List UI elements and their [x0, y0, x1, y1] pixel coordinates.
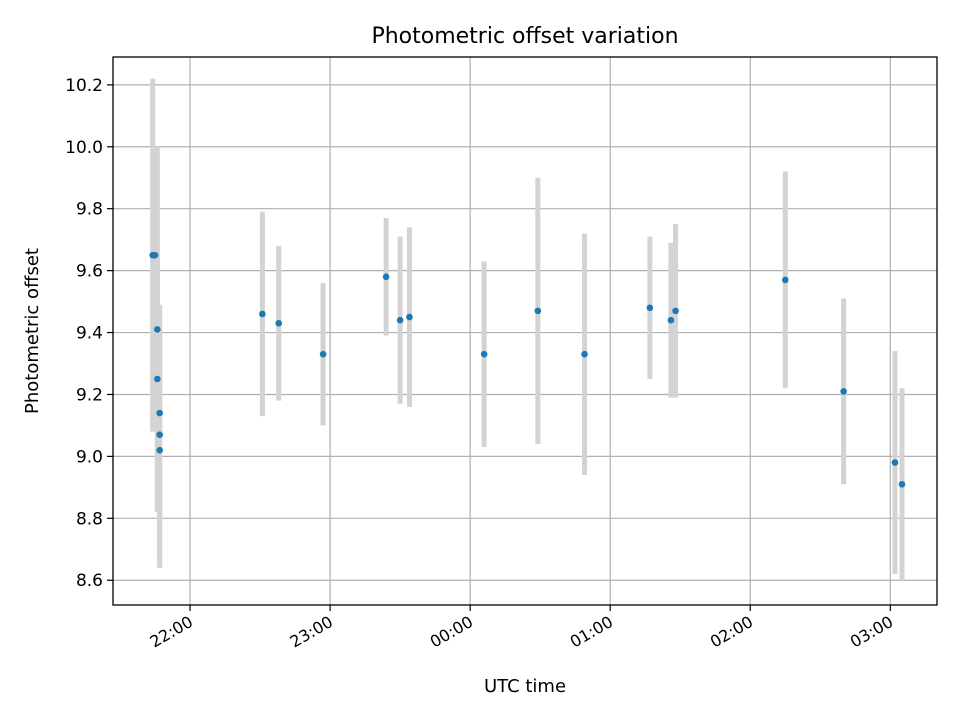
- data-point: [840, 388, 847, 395]
- data-point: [319, 350, 327, 358]
- y-tick-label: 9.6: [76, 262, 103, 282]
- y-tick-label: 9.2: [76, 385, 103, 405]
- data-point: [396, 316, 404, 324]
- data-point: [156, 446, 163, 454]
- data-point: [382, 273, 390, 281]
- y-axis-ticks: 8.6 8.8 9.0 9.2 9.4 9.6 9.8 10.0 10.2: [65, 76, 113, 591]
- y-tick-label: 9.8: [76, 200, 103, 220]
- chart-title: Photometric offset variation: [371, 24, 678, 49]
- data-point: [891, 459, 899, 466]
- data-point: [781, 276, 789, 284]
- y-tick-label: 9.0: [76, 447, 103, 467]
- data-point: [898, 480, 906, 488]
- y-tick-label: 10.2: [65, 76, 103, 96]
- data-point: [406, 313, 413, 321]
- data-point: [259, 310, 266, 318]
- y-tick-label: 10.0: [65, 138, 103, 158]
- plot-frame: [112, 56, 938, 606]
- data-point: [154, 375, 161, 383]
- data-point: [275, 319, 283, 327]
- data-point: [480, 350, 488, 358]
- data-point: [534, 307, 542, 315]
- data-point: [646, 304, 654, 312]
- y-axis-label: Photometric offset: [22, 248, 43, 414]
- data-point: [156, 431, 163, 439]
- data-point: [154, 326, 161, 333]
- y-tick-label: 8.8: [76, 509, 103, 529]
- y-tick-label: 8.6: [76, 571, 103, 591]
- data-point: [156, 409, 163, 417]
- x-axis-label: UTC time: [484, 676, 566, 697]
- grid-lines: [113, 57, 937, 605]
- data-points: [149, 251, 906, 488]
- data-point: [667, 316, 675, 324]
- y-tick-label: 9.4: [76, 324, 103, 344]
- data-point: [581, 350, 588, 358]
- data-point: [151, 251, 159, 259]
- data-point: [672, 307, 679, 315]
